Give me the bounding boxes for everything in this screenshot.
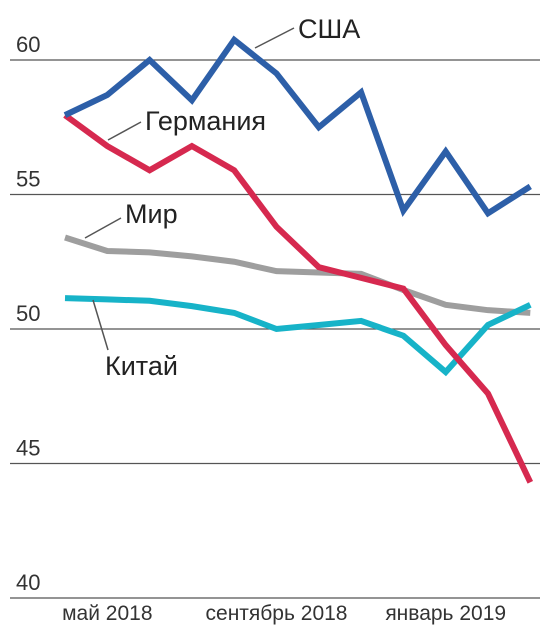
series-line (63, 112, 534, 484)
x-tick-label: январь 2019 (385, 602, 506, 625)
y-tick-label: 55 (16, 167, 40, 192)
leader-line (254, 27, 295, 49)
y-tick-label: 50 (16, 301, 40, 326)
series-line (63, 35, 532, 218)
series-label: Китай (105, 351, 178, 381)
series-label: США (298, 14, 360, 44)
leader-line (84, 217, 122, 239)
x-tick-label: май 2018 (62, 602, 152, 625)
series-label: Мир (125, 199, 178, 229)
series-line (64, 234, 531, 316)
x-tick-label: сентябрь 2018 (206, 602, 348, 625)
y-tick-label: 60 (16, 32, 40, 57)
y-tick-label: 40 (16, 570, 40, 595)
leader-line (107, 121, 142, 141)
series-label: Германия (145, 106, 266, 136)
series-line (64, 295, 532, 377)
leader-line (92, 299, 109, 351)
y-tick-label: 45 (16, 436, 40, 461)
